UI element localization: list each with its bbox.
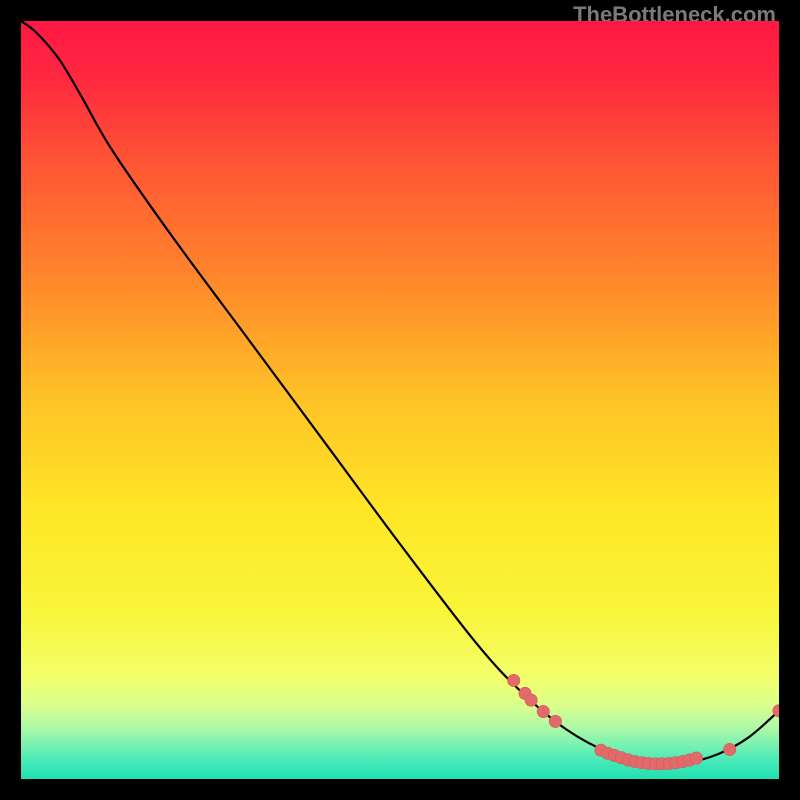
curve-marker (537, 705, 549, 717)
chart-background (21, 21, 779, 779)
curve-marker (525, 694, 537, 706)
curve-marker (549, 715, 561, 727)
bottleneck-chart (21, 21, 779, 779)
curve-marker (508, 674, 520, 686)
curve-marker (690, 752, 702, 764)
curve-marker (724, 743, 736, 755)
